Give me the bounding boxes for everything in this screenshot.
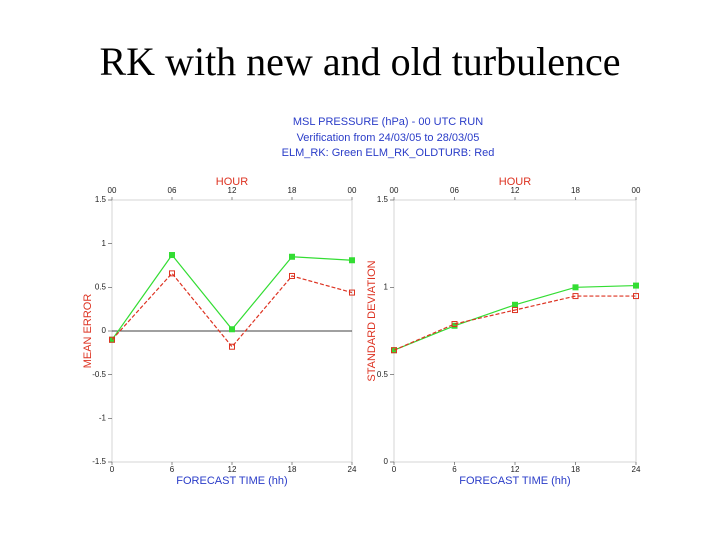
point-marker	[512, 307, 518, 314]
point-marker	[391, 347, 397, 354]
point-marker	[572, 293, 579, 300]
x2-tick-label: 00	[108, 186, 117, 195]
point-marker	[349, 289, 355, 296]
x2-axis-label: HOUR	[216, 176, 248, 188]
y-tick-label: -1.5	[92, 457, 106, 466]
x2-tick-label: 00	[348, 186, 357, 195]
y-tick-label: -1	[99, 413, 107, 422]
x2-tick-label: 00	[390, 186, 399, 195]
x-tick-label: 12	[228, 465, 237, 474]
y-axis-label: STANDARD DEVIATION	[366, 260, 378, 381]
point-marker	[633, 282, 639, 289]
y-tick-label: 0	[384, 457, 389, 466]
point-marker	[289, 272, 295, 279]
chart-header: MSL PRESSURE (hPa) - 00 UTC RUN	[293, 116, 483, 128]
x-tick-label: 24	[632, 465, 641, 474]
point-marker	[229, 326, 235, 333]
x-axis-label: FORECAST TIME (hh)	[176, 475, 287, 487]
y-tick-label: -0.5	[92, 370, 106, 379]
point-marker	[169, 270, 175, 277]
point-marker	[109, 336, 115, 343]
x2-tick-label: 06	[168, 186, 177, 195]
point-marker	[349, 257, 355, 264]
x2-tick-label: 18	[571, 186, 580, 195]
x-tick-label: 6	[452, 465, 457, 474]
series-line	[111, 272, 353, 348]
y-tick-label: 0.5	[95, 282, 107, 291]
point-marker	[451, 321, 458, 328]
x-tick-label: 12	[511, 465, 520, 474]
x-tick-label: 24	[348, 465, 357, 474]
y-tick-label: 0.5	[377, 370, 389, 379]
point-marker	[572, 284, 579, 291]
y-axis-label: MEAN ERROR	[82, 294, 94, 369]
slide-title: RK with new and old turbulence	[100, 39, 621, 84]
x2-tick-label: 12	[511, 186, 520, 195]
y-tick-label: 1.5	[377, 195, 389, 204]
y-tick-label: 1	[384, 282, 389, 291]
x2-tick-label: 18	[288, 186, 297, 195]
x-tick-label: 0	[110, 465, 115, 474]
point-marker	[289, 253, 295, 260]
chart-header: ELM_RK: Green ELM_RK_OLDTURB: Red	[282, 147, 495, 159]
y-tick-label: 0	[102, 326, 107, 335]
x-tick-label: 18	[571, 465, 580, 474]
y-tick-label: 1.5	[95, 195, 107, 204]
series-line	[393, 295, 636, 351]
point-marker	[229, 343, 235, 350]
x2-tick-label: 00	[632, 186, 641, 195]
x2-axis-label: HOUR	[499, 176, 531, 188]
x-tick-label: 18	[288, 465, 297, 474]
series-line	[393, 284, 637, 351]
x2-tick-label: 06	[450, 186, 459, 195]
chart-header: Verification from 24/03/05 to 28/03/05	[297, 132, 480, 144]
point-marker	[512, 301, 518, 308]
y-tick-label: 1	[102, 239, 107, 248]
point-marker	[633, 293, 639, 300]
point-marker	[169, 252, 175, 259]
x2-tick-label: 12	[228, 186, 237, 195]
plot-frame	[393, 199, 637, 463]
x-axis-label: FORECAST TIME (hh)	[459, 475, 570, 487]
x-tick-label: 0	[392, 465, 397, 474]
x-tick-label: 6	[170, 465, 175, 474]
